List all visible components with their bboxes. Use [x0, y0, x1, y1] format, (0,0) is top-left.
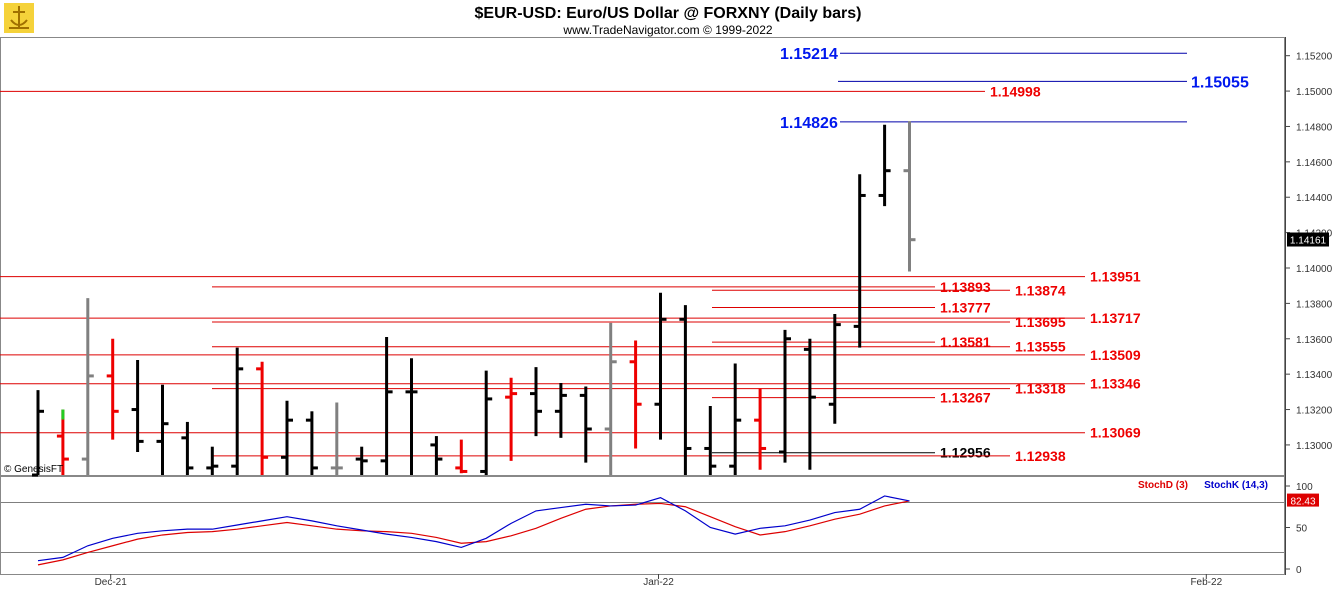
price-bar	[355, 446, 368, 475]
price-bar	[206, 446, 219, 475]
chart-subtitle: www.TradeNavigator.com © 1999-2022	[562, 23, 772, 37]
watermark-text: © GenesisFT	[4, 464, 63, 475]
level-label-blue: 1.15055	[1191, 74, 1249, 91]
level-label: 1.12938	[1015, 448, 1066, 464]
stoch-k-line	[37, 495, 910, 562]
last-price-value: 1.14161	[1290, 236, 1327, 247]
price-bar	[853, 174, 866, 348]
price-panel	[0, 37, 1285, 476]
price-bar	[754, 388, 767, 470]
price-bar	[56, 409, 69, 475]
price-bar	[430, 436, 443, 475]
price-bar	[729, 363, 742, 475]
level-label: 1.12956	[940, 445, 991, 461]
last-price-tag: 1.14161	[1287, 232, 1329, 247]
price-bar	[281, 400, 293, 475]
stoch-tick-label: 50	[1296, 524, 1308, 535]
price-bar	[704, 406, 717, 475]
price-bar	[81, 298, 94, 475]
price-bar	[32, 390, 44, 477]
price-bar	[305, 411, 318, 475]
price-bar	[505, 377, 518, 461]
stoch-k-legend: StochK (14,3)	[1204, 480, 1268, 491]
stoch-last-value: 82.43	[1290, 497, 1315, 508]
price-bar	[654, 292, 667, 440]
stoch-d-legend: StochD (3)	[1138, 480, 1188, 491]
price-tick-label: 1.13800	[1296, 299, 1333, 310]
price-bar	[779, 329, 791, 463]
price-bar	[903, 121, 916, 272]
price-bar	[604, 322, 617, 475]
price-bar	[629, 340, 642, 449]
price-bar	[679, 305, 692, 475]
price-bar	[231, 347, 244, 475]
price-levels: 1.14998 1.13951 1.13893 1.13874 1.13777 1.137…	[0, 46, 1249, 464]
price-bar	[330, 402, 343, 475]
stoch-tick-label: 100	[1296, 482, 1313, 493]
level-label: 1.13581	[940, 334, 991, 350]
price-bar	[405, 358, 418, 475]
price-bar	[131, 360, 144, 452]
price-bar	[828, 314, 841, 424]
level-label: 1.13318	[1015, 381, 1066, 397]
time-tick-label: Feb-22	[1190, 577, 1222, 588]
level-label: 1.13509	[1090, 347, 1141, 363]
price-tick-label: 1.15200	[1296, 52, 1333, 63]
price-tick-label: 1.13400	[1296, 370, 1333, 381]
price-bar	[554, 383, 567, 438]
time-tick-label: Jan-22	[643, 577, 674, 588]
price-bar	[455, 439, 468, 474]
level-label-blue: 1.14826	[780, 115, 838, 132]
price-axis: 1.13000 1.13200 1.13400 1.13600 1.13800 1.140…	[1285, 52, 1333, 452]
price-bar	[256, 361, 269, 475]
price-tick-label: 1.13600	[1296, 335, 1333, 346]
level-label: 1.13695	[1015, 314, 1066, 330]
price-tick-label: 1.14000	[1296, 264, 1333, 275]
price-bar	[530, 367, 542, 437]
stoch-panel	[0, 476, 1285, 575]
price-tick-label: 1.14600	[1296, 158, 1333, 169]
price-bar	[480, 370, 493, 475]
price-bar	[878, 124, 891, 207]
stochastic-indicator: 0 50 100	[1, 482, 1313, 576]
level-label: 1.13893	[940, 279, 991, 295]
level-label: 1.13717	[1090, 310, 1141, 326]
price-bar	[106, 338, 119, 440]
level-label: 1.13555	[1015, 339, 1066, 355]
level-label: 1.13951	[1090, 269, 1141, 285]
chart-title: $EUR-USD: Euro/US Dollar @ FORXNY (Daily…	[475, 5, 862, 22]
price-bar	[579, 386, 592, 463]
price-bar	[803, 338, 816, 470]
level-label: 1.13777	[940, 299, 991, 315]
price-tick-label: 1.13000	[1296, 441, 1333, 452]
price-bar	[380, 337, 393, 475]
price-tick-label: 1.14400	[1296, 193, 1333, 204]
logo-icon	[4, 3, 34, 33]
stoch-last-tag: 82.43	[1287, 493, 1319, 508]
level-label: 1.14998	[990, 83, 1041, 99]
level-label: 1.13267	[940, 390, 991, 406]
price-bar	[181, 421, 194, 475]
stoch-tick-label: 0	[1296, 565, 1302, 576]
level-label: 1.13346	[1090, 376, 1141, 392]
level-label: 1.13874	[1015, 282, 1066, 298]
time-axis: Dec-21 Jan-22 Feb-22	[95, 574, 1223, 588]
level-label: 1.13069	[1090, 425, 1141, 441]
ohlc-bars	[32, 121, 916, 477]
time-tick-label: Dec-21	[95, 577, 128, 588]
price-tick-label: 1.15000	[1296, 87, 1333, 98]
level-label-blue: 1.15214	[780, 46, 838, 63]
price-tick-label: 1.14800	[1296, 122, 1333, 133]
price-bar	[156, 384, 169, 475]
price-tick-label: 1.13200	[1296, 406, 1333, 417]
